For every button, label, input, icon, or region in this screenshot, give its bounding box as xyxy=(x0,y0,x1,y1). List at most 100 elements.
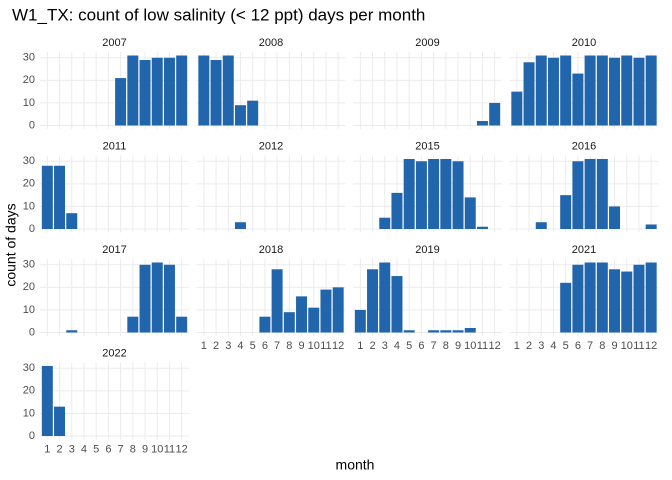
y-tick-label: 20 xyxy=(23,385,35,397)
x-tick-label: 7 xyxy=(587,340,593,352)
bar xyxy=(489,102,501,126)
x-tick-label: 5 xyxy=(563,340,569,352)
y-tick-label: 30 xyxy=(23,362,35,374)
x-tick-label: 4 xyxy=(394,340,400,352)
x-tick-label: 1 xyxy=(201,340,207,352)
x-tick-label: 4 xyxy=(81,443,87,455)
facet-label: 2012 xyxy=(259,140,283,152)
bar xyxy=(645,55,657,126)
x-tick-label: 8 xyxy=(443,340,449,352)
x-tick-label: 6 xyxy=(575,340,581,352)
x-tick-label: 3 xyxy=(69,443,75,455)
x-tick-label: 2 xyxy=(369,340,375,352)
bar xyxy=(259,316,271,333)
x-tick-label: 11 xyxy=(477,340,488,352)
bar xyxy=(210,60,222,126)
y-tick-label: 10 xyxy=(23,407,35,419)
x-tick-label: 8 xyxy=(130,443,136,455)
bar xyxy=(139,60,151,126)
bar xyxy=(308,307,320,333)
bar xyxy=(379,262,391,333)
bar xyxy=(41,165,53,229)
x-tick-label: 8 xyxy=(599,340,605,352)
x-tick-label: 8 xyxy=(286,340,292,352)
x-tick-label: 7 xyxy=(274,340,280,352)
bar xyxy=(633,264,645,333)
bar xyxy=(163,57,175,126)
bar xyxy=(621,271,633,333)
bar xyxy=(535,55,547,126)
bar xyxy=(391,276,403,333)
bar xyxy=(547,57,559,126)
bar xyxy=(572,161,584,229)
x-tick-label: 9 xyxy=(142,443,148,455)
bar xyxy=(596,55,608,126)
x-axis-label: month xyxy=(336,457,375,473)
facet-label: 2011 xyxy=(103,140,127,152)
bar xyxy=(428,330,440,333)
bar xyxy=(151,262,163,333)
bar xyxy=(139,264,151,333)
bar xyxy=(452,330,464,333)
bar xyxy=(391,192,403,229)
y-tick-label: 20 xyxy=(23,178,35,190)
bar xyxy=(271,269,283,333)
y-tick-label: 30 xyxy=(23,259,35,271)
facet-label: 2009 xyxy=(415,37,439,49)
bar xyxy=(535,222,547,229)
x-tick-label: 10 xyxy=(151,443,163,455)
facet-label: 2021 xyxy=(572,244,596,256)
y-tick-label: 10 xyxy=(23,97,35,109)
bar xyxy=(440,330,452,333)
bar xyxy=(560,282,572,333)
x-tick-label: 10 xyxy=(464,340,476,352)
x-tick-label: 4 xyxy=(550,340,556,352)
x-tick-label: 2 xyxy=(213,340,219,352)
bar xyxy=(354,309,366,333)
x-tick-label: 10 xyxy=(308,340,320,352)
bar xyxy=(560,195,572,229)
bar xyxy=(176,316,188,333)
bar xyxy=(54,406,66,436)
bar xyxy=(440,159,452,229)
x-tick-label: 1 xyxy=(514,340,520,352)
bar xyxy=(572,73,584,126)
x-tick-label: 6 xyxy=(262,340,268,352)
bar xyxy=(609,269,621,333)
x-tick-label: 4 xyxy=(237,340,243,352)
x-tick-label: 10 xyxy=(621,340,633,352)
y-tick-label: 0 xyxy=(29,326,35,338)
bar xyxy=(151,57,163,126)
facet-label: 2007 xyxy=(102,37,126,49)
facet-label: 2008 xyxy=(259,37,283,49)
bar xyxy=(572,264,584,333)
y-tick-label: 10 xyxy=(23,200,35,212)
x-tick-label: 7 xyxy=(431,340,437,352)
x-tick-label: 3 xyxy=(382,340,388,352)
bar xyxy=(596,159,608,229)
x-tick-label: 12 xyxy=(489,340,501,352)
bar xyxy=(163,264,175,333)
bar xyxy=(296,296,308,333)
y-tick-label: 0 xyxy=(29,223,35,235)
bar xyxy=(476,226,488,229)
bar xyxy=(115,78,127,126)
x-tick-label: 6 xyxy=(105,443,111,455)
bar xyxy=(234,222,246,229)
y-tick-label: 0 xyxy=(29,119,35,131)
bar xyxy=(198,55,210,126)
bar xyxy=(41,366,53,436)
facet-label: 2017 xyxy=(102,244,126,256)
bar xyxy=(464,327,476,333)
y-tick-label: 0 xyxy=(29,430,35,442)
bar xyxy=(645,224,657,229)
bar xyxy=(464,197,476,229)
bar xyxy=(66,213,78,229)
x-tick-label: 11 xyxy=(633,340,644,352)
y-tick-label: 30 xyxy=(23,155,35,167)
bar xyxy=(403,330,415,333)
x-tick-label: 2 xyxy=(526,340,532,352)
bar xyxy=(452,161,464,229)
bar xyxy=(584,159,596,229)
